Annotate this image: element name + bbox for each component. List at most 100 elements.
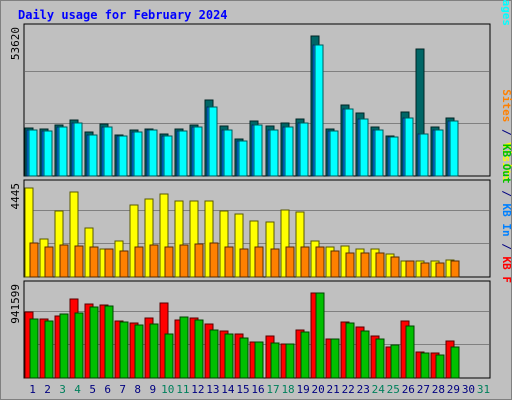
bar-kbout-day-6 xyxy=(104,305,114,379)
bar-sites-day-24 xyxy=(375,252,385,278)
bar-pages-day-8 xyxy=(133,131,143,177)
bar-kbout-day-20 xyxy=(315,292,325,379)
bar-sites-day-28 xyxy=(435,262,445,278)
bar-pages-day-18 xyxy=(284,126,294,177)
x-tick-day-8: 8 xyxy=(134,383,141,396)
x-tick-day-13: 13 xyxy=(206,383,219,396)
panel-2-max-label: 4445 xyxy=(9,183,22,210)
panel-1-legend: Hits / Files / Pages xyxy=(500,0,512,26)
bar-visits-day-11 xyxy=(174,200,184,278)
bar-pages-day-22 xyxy=(344,108,354,177)
bar-kbout-day-23 xyxy=(360,330,370,379)
x-tick-day-7: 7 xyxy=(119,383,126,396)
bar-visits-day-12 xyxy=(189,200,199,278)
x-tick-day-10: 10 xyxy=(161,383,174,396)
bar-sites-day-10 xyxy=(164,246,174,278)
bar-sites-day-19 xyxy=(300,246,310,278)
bar-kbout-day-16 xyxy=(254,341,264,379)
bar-pages-day-23 xyxy=(359,118,369,177)
bar-kbout-day-29 xyxy=(450,346,460,379)
bar-pages-day-20 xyxy=(314,44,324,177)
x-tick-day-18: 18 xyxy=(281,383,294,396)
bar-pages-day-15 xyxy=(238,140,248,177)
x-tick-day-30: 30 xyxy=(462,383,475,396)
bar-kbout-day-15 xyxy=(239,337,249,379)
bar-pages-day-19 xyxy=(299,122,309,177)
bar-kbout-day-1 xyxy=(29,318,39,379)
bar-kbout-day-19 xyxy=(300,331,310,379)
panel-2-legend: Sites / Visits xyxy=(500,89,512,182)
bar-kbout-day-7 xyxy=(119,321,129,379)
bar-sites-day-7 xyxy=(119,250,129,278)
x-tick-day-9: 9 xyxy=(149,383,156,396)
bar-visits-day-14 xyxy=(219,210,229,278)
x-tick-day-2: 2 xyxy=(44,383,51,396)
bar-sites-day-21 xyxy=(330,250,340,278)
bar-pages-day-21 xyxy=(329,130,339,177)
bar-visits-day-19 xyxy=(295,211,305,278)
bar-kbout-day-21 xyxy=(330,338,340,379)
bar-sites-day-23 xyxy=(360,252,370,278)
bar-sites-day-18 xyxy=(285,246,295,278)
bar-kbout-day-12 xyxy=(194,319,204,379)
bar-sites-day-29 xyxy=(450,260,460,278)
bar-pages-day-9 xyxy=(148,129,158,177)
x-tick-day-11: 11 xyxy=(176,383,189,396)
bar-pages-day-17 xyxy=(269,129,279,177)
bar-sites-day-4 xyxy=(74,245,84,278)
bar-sites-day-16 xyxy=(254,246,264,278)
bar-pages-day-4 xyxy=(73,122,83,177)
bar-pages-day-11 xyxy=(178,130,188,177)
bar-kbout-day-27 xyxy=(420,352,430,379)
bar-pages-day-1 xyxy=(28,129,38,177)
bar-sites-day-27 xyxy=(420,262,430,278)
bar-pages-day-27 xyxy=(419,133,429,177)
bar-sites-day-11 xyxy=(179,244,189,278)
bar-kbout-day-18 xyxy=(285,343,295,379)
bar-sites-day-3 xyxy=(59,244,69,278)
x-tick-day-17: 17 xyxy=(266,383,279,396)
bar-pages-day-6 xyxy=(103,126,113,177)
bar-sites-day-20 xyxy=(315,246,325,278)
bar-sites-day-26 xyxy=(405,260,415,278)
bar-pages-day-3 xyxy=(58,126,68,177)
legend-entry: KB F xyxy=(500,257,512,284)
bar-sites-day-14 xyxy=(224,246,234,278)
legend-entry: Sites xyxy=(500,89,512,122)
x-tick-day-27: 27 xyxy=(417,383,430,396)
bar-sites-day-2 xyxy=(44,246,54,278)
bar-kbout-day-3 xyxy=(59,313,69,379)
bar-sites-day-12 xyxy=(194,243,204,278)
legend-entry: KB In xyxy=(500,204,512,237)
bar-sites-day-5 xyxy=(89,246,99,278)
bar-pages-day-24 xyxy=(374,129,384,177)
x-tick-day-6: 6 xyxy=(104,383,111,396)
bar-sites-day-22 xyxy=(345,252,355,278)
bar-kbout-day-5 xyxy=(89,306,99,379)
bar-kbout-day-25 xyxy=(390,344,400,379)
x-tick-day-16: 16 xyxy=(251,383,264,396)
bar-visits-day-8 xyxy=(129,204,139,278)
chart-title: Daily usage for February 2024 xyxy=(18,8,228,22)
bar-pages-day-28 xyxy=(434,129,444,177)
bar-kbout-day-13 xyxy=(209,329,219,379)
bar-visits-day-4 xyxy=(69,191,79,278)
x-tick-day-19: 19 xyxy=(296,383,309,396)
bar-sites-day-15 xyxy=(239,248,249,278)
x-tick-day-24: 24 xyxy=(372,383,386,396)
bar-visits-day-9 xyxy=(144,198,154,278)
bar-kbout-day-10 xyxy=(164,333,174,379)
x-tick-day-26: 26 xyxy=(402,383,415,396)
bar-kbout-day-8 xyxy=(134,324,144,379)
bar-visits-day-15 xyxy=(234,213,244,278)
legend-entry: Pages xyxy=(500,0,512,26)
x-tick-day-3: 3 xyxy=(59,383,66,396)
x-tick-day-20: 20 xyxy=(312,383,325,396)
bar-kbout-day-2 xyxy=(44,320,54,379)
x-tick-day-1: 1 xyxy=(29,383,36,396)
bar-kbout-day-9 xyxy=(149,323,159,379)
bar-visits-day-18 xyxy=(280,209,290,278)
bar-kbout-day-11 xyxy=(179,316,189,379)
bar-pages-day-13 xyxy=(208,106,218,177)
panel-3-max-label: 941599 xyxy=(9,284,22,324)
